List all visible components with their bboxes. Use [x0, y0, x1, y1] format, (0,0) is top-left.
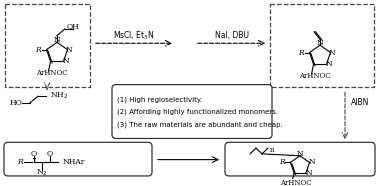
Text: OH: OH — [67, 23, 79, 31]
Text: NH$_2$: NH$_2$ — [50, 91, 68, 101]
FancyBboxPatch shape — [225, 142, 375, 176]
Bar — [5, 4, 90, 86]
Text: N$_2$: N$_2$ — [36, 168, 48, 178]
Text: N: N — [317, 39, 323, 47]
FancyBboxPatch shape — [4, 142, 152, 176]
Text: ArHNOC: ArHNOC — [37, 69, 68, 77]
Text: N: N — [329, 49, 336, 57]
Text: R: R — [279, 158, 284, 166]
Text: N: N — [297, 150, 304, 158]
Text: N: N — [63, 57, 70, 65]
Text: n: n — [270, 146, 274, 154]
Text: (1) High regioselectivity.: (1) High regioselectivity. — [117, 96, 202, 103]
Text: N: N — [66, 46, 73, 54]
Text: O: O — [31, 150, 37, 158]
Text: R: R — [35, 46, 40, 54]
Text: (2) Affording highly functionalized monomers.: (2) Affording highly functionalized mono… — [117, 109, 278, 115]
Text: ArHNOC: ArHNOC — [280, 179, 311, 186]
Text: NHAr: NHAr — [63, 158, 85, 166]
Bar — [270, 4, 374, 86]
Text: HO: HO — [10, 99, 23, 107]
Text: NaI, DBU: NaI, DBU — [215, 31, 249, 40]
Text: N: N — [54, 36, 60, 44]
Text: O: O — [47, 150, 53, 158]
Text: MsCl, Et$_3$N: MsCl, Et$_3$N — [113, 29, 155, 42]
Text: N: N — [305, 169, 312, 177]
Text: N: N — [308, 158, 315, 166]
Text: ArHNOC: ArHNOC — [299, 72, 331, 80]
Text: R: R — [297, 49, 304, 57]
Text: N: N — [326, 60, 333, 68]
Text: AIBN: AIBN — [351, 98, 369, 107]
FancyBboxPatch shape — [112, 85, 272, 138]
Text: (3) The raw materials are abundant and cheap.: (3) The raw materials are abundant and c… — [117, 121, 283, 128]
Text: R: R — [17, 158, 23, 166]
